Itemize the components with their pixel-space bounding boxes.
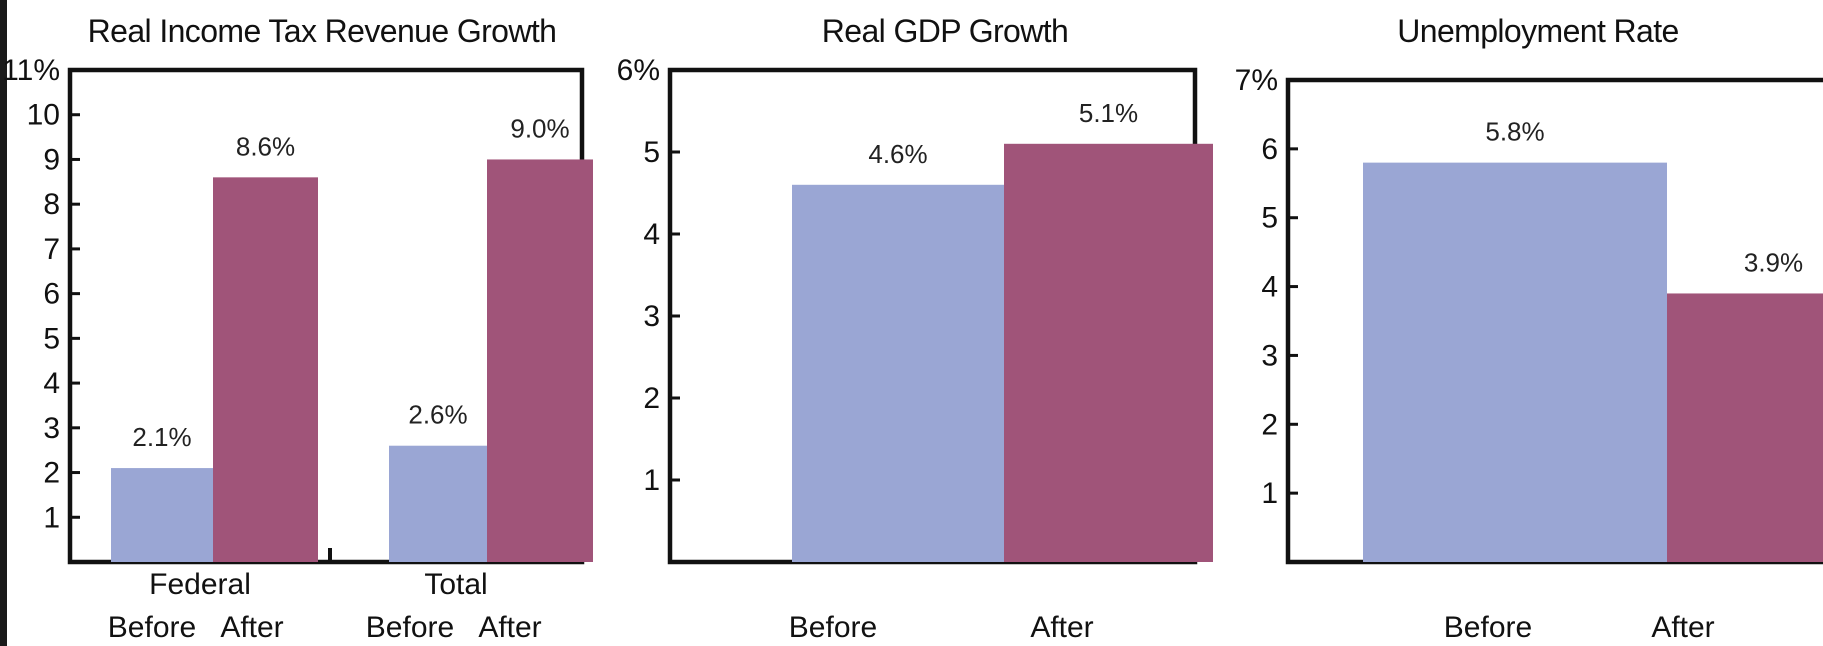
y-tick-label: 4 <box>43 367 60 400</box>
bar-value-label: 9.0% <box>510 113 569 143</box>
bar-value-label: 4.6% <box>868 139 927 169</box>
y-tick-label: 5 <box>643 136 660 169</box>
y-tick-label: 3 <box>643 300 660 333</box>
y-tick-label: 2 <box>1261 408 1278 441</box>
bar-value-label: 5.1% <box>1079 98 1138 128</box>
bar-after <box>1004 143 1213 563</box>
y-axis-income-tax: 1 2 3 4 5 6 7 8 9 10 11% <box>2 54 80 534</box>
bar-before <box>389 445 487 562</box>
bar-before <box>792 184 1004 563</box>
bars-gdp: 4.6% 5.1% <box>792 98 1213 563</box>
y-tick-label: 7% <box>1235 64 1278 97</box>
bars-income-tax: 2.1% 8.6% 2.6% 9.0% <box>111 113 593 563</box>
y-tick-label: 8 <box>43 188 60 221</box>
panel-unemployment: Unemployment Rate 1 2 3 4 5 6 7% 5.8% 3.9% Befo… <box>1235 13 1823 644</box>
y-tick-label: 5 <box>1261 202 1278 235</box>
y-tick-label: 7 <box>43 233 60 266</box>
y-tick-label: 6 <box>1261 133 1278 166</box>
panel-income-tax: Real Income Tax Revenue Growth 1 2 3 4 5 6 7 8 9… <box>2 13 593 644</box>
category-label-total-before: Before <box>366 611 454 644</box>
bar-after <box>487 159 593 563</box>
y-tick-label: 1 <box>1261 477 1278 510</box>
y-tick-label: 4 <box>643 218 660 251</box>
y-tick-label: 5 <box>43 322 60 355</box>
y-tick-label: 9 <box>43 143 60 176</box>
chart-title-gdp: Real GDP Growth <box>822 13 1069 49</box>
left-border-rule <box>0 0 7 646</box>
y-tick-label: 10 <box>27 99 60 132</box>
category-label-federal-after: After <box>220 611 283 644</box>
category-label-total-after: After <box>478 611 541 644</box>
y-tick-label: 2 <box>643 382 660 415</box>
y-axis-gdp: 1 2 3 4 5 6% <box>617 54 680 497</box>
y-tick-label: 3 <box>1261 339 1278 372</box>
bar-before <box>1363 162 1667 562</box>
category-label-gdp-before: Before <box>789 611 877 644</box>
bars-unemployment: 5.8% 3.9% <box>1363 117 1823 562</box>
bar-value-label: 5.8% <box>1485 117 1544 147</box>
group-label-federal: Federal <box>149 568 251 601</box>
chart-title-income-tax: Real Income Tax Revenue Growth <box>88 13 557 49</box>
y-tick-label: 3 <box>43 412 60 445</box>
bar-value-label: 2.6% <box>408 400 467 430</box>
bar-after <box>1667 293 1823 562</box>
bar-value-label: 3.9% <box>1744 247 1803 277</box>
y-tick-label: 1 <box>43 501 60 534</box>
category-label-gdp-after: After <box>1030 611 1093 644</box>
chart-title-unemployment: Unemployment Rate <box>1397 13 1679 49</box>
y-tick-label: 4 <box>1261 271 1278 304</box>
y-axis-unemployment: 1 2 3 4 5 6 7% <box>1235 64 1298 510</box>
category-label-federal-before: Before <box>108 611 196 644</box>
y-tick-label: 6 <box>43 278 60 311</box>
y-tick-label: 6% <box>617 54 660 87</box>
y-tick-label: 2 <box>43 457 60 490</box>
y-tick-label: 1 <box>643 464 660 497</box>
bar-after <box>213 177 318 562</box>
y-tick-label: 11% <box>2 54 60 87</box>
group-label-total: Total <box>424 568 487 601</box>
bar-value-label: 8.6% <box>236 131 295 161</box>
bar-before <box>111 468 213 562</box>
category-label-unemployment-before: Before <box>1444 611 1532 644</box>
bar-value-label: 2.1% <box>132 422 191 452</box>
category-label-unemployment-after: After <box>1651 611 1714 644</box>
